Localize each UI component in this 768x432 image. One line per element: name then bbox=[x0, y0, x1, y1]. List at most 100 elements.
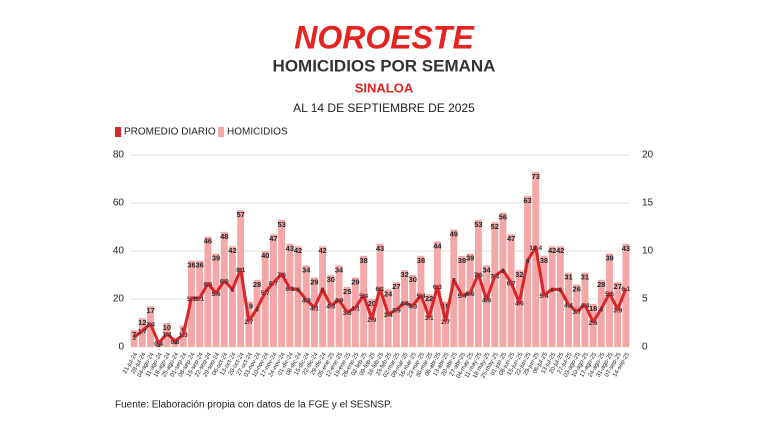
bar bbox=[442, 301, 450, 347]
line-value-label: 7.6 bbox=[474, 272, 483, 279]
y2-tick-label: 15 bbox=[642, 198, 654, 209]
line-value-label: 4.3 bbox=[326, 303, 335, 310]
bar bbox=[392, 282, 400, 347]
line-value-label: 1 bbox=[132, 335, 136, 342]
line-value-label: 4.9 bbox=[482, 298, 491, 305]
bar-value-label: 36 bbox=[187, 261, 195, 270]
bar-value-label: 17 bbox=[146, 306, 154, 315]
bar-value-label: 24 bbox=[384, 289, 393, 298]
bar bbox=[130, 330, 138, 347]
y2-tick-label: 10 bbox=[642, 246, 654, 257]
line-value-label: 5.1 bbox=[187, 296, 196, 303]
bar-value-label: 29 bbox=[310, 277, 318, 286]
bar-value-label: 26 bbox=[573, 285, 581, 294]
bar bbox=[622, 243, 630, 347]
line-value-label: 2.9 bbox=[367, 317, 376, 324]
line-value-label: 2.7 bbox=[441, 319, 450, 326]
line-value-label: 0.6 bbox=[171, 339, 180, 346]
date-note: AL 14 DE SEPTIEMBRE DE 2025 bbox=[293, 101, 475, 115]
line-value-label: 6.3 bbox=[433, 284, 442, 291]
line-value-label: 5.6 bbox=[605, 291, 614, 298]
bar-value-label: 39 bbox=[466, 253, 474, 262]
line-value-label: 4.9 bbox=[334, 298, 343, 305]
line-value-label: 4.4 bbox=[580, 302, 589, 309]
bar-value-label: 34 bbox=[482, 265, 491, 274]
bar bbox=[474, 219, 482, 347]
line-value-label: 10.4 bbox=[529, 245, 542, 252]
line-value-label: 2.6 bbox=[589, 320, 598, 327]
line-value-label: 2.4 bbox=[146, 322, 155, 329]
line-value-label: 5.6 bbox=[212, 291, 221, 298]
bar bbox=[433, 241, 441, 347]
line-value-label: 7.6 bbox=[277, 272, 286, 279]
bar bbox=[540, 255, 548, 347]
bar bbox=[573, 284, 581, 347]
bar-value-label: 73 bbox=[532, 172, 540, 181]
bar-value-label: 31 bbox=[564, 273, 572, 282]
source-note: Fuente: Elaboración propia con datos de … bbox=[115, 400, 392, 411]
y-tick-label: 60 bbox=[113, 198, 125, 209]
bar bbox=[368, 299, 376, 347]
line-value-label: 1.4 bbox=[162, 331, 171, 338]
line-value-label: 3.9 bbox=[613, 307, 622, 314]
line-value-label: 8.1 bbox=[236, 267, 245, 274]
bar bbox=[245, 301, 253, 347]
bar bbox=[589, 303, 597, 347]
bar bbox=[196, 260, 204, 347]
y-tick-label: 40 bbox=[113, 246, 125, 257]
bar-value-label: 32 bbox=[515, 270, 523, 279]
line-value-label: 4 bbox=[255, 306, 259, 313]
line-value-label: 3.7 bbox=[572, 309, 581, 316]
bar-value-label: 43 bbox=[376, 244, 384, 253]
bar bbox=[507, 234, 515, 347]
bar bbox=[376, 243, 384, 347]
bar bbox=[351, 277, 359, 347]
bar bbox=[515, 270, 523, 347]
bar-value-label: 38 bbox=[458, 256, 466, 265]
bar bbox=[384, 289, 392, 347]
bar-value-label: 56 bbox=[499, 213, 507, 222]
legend-label: HOMICIDIOS bbox=[227, 127, 288, 138]
bar bbox=[491, 222, 499, 347]
bar bbox=[548, 246, 556, 347]
bar-value-label: 43 bbox=[622, 244, 630, 253]
line-value-label: 3.4 bbox=[384, 312, 393, 319]
line-value-label: 6.1 bbox=[285, 286, 294, 293]
bar-value-label: 18 bbox=[589, 304, 597, 313]
line-value-label: 4 bbox=[599, 306, 603, 313]
line-value-label: 7.4 bbox=[490, 274, 499, 281]
line-value-label: 0.4 bbox=[154, 341, 163, 348]
line-value-label: 4.1 bbox=[310, 305, 319, 312]
line-value-label: 9 bbox=[526, 258, 530, 265]
bar bbox=[229, 246, 236, 347]
y2-tick-label: 20 bbox=[642, 150, 654, 161]
bar-value-label: 25 bbox=[343, 287, 351, 296]
bar-value-label: 29 bbox=[351, 277, 359, 286]
bar-value-label: 57 bbox=[236, 210, 244, 219]
line-value-label: 4.4 bbox=[564, 302, 573, 309]
bar-value-label: 19 bbox=[245, 301, 253, 310]
bar bbox=[450, 229, 458, 347]
bar bbox=[606, 253, 613, 347]
line-value-label: 4.9 bbox=[302, 298, 311, 305]
line-value-label: 6.1 bbox=[375, 286, 384, 293]
bar bbox=[253, 279, 261, 347]
bar-value-label: 46 bbox=[204, 237, 212, 246]
line-value-label: 1.7 bbox=[138, 328, 147, 335]
line-value-label: 5.4 bbox=[539, 293, 548, 300]
line-value-label: 5.4 bbox=[457, 293, 466, 300]
line-value-label: 4.6 bbox=[515, 301, 524, 308]
bar-value-label: 7 bbox=[132, 330, 136, 339]
bar bbox=[327, 275, 335, 347]
line-value-label: 6.7 bbox=[269, 280, 278, 287]
bar-value-label: 47 bbox=[269, 234, 277, 243]
bar-value-label: 38 bbox=[359, 256, 367, 265]
bar-value-label: 28 bbox=[597, 280, 605, 289]
bar-value-label: 12 bbox=[138, 318, 146, 327]
bar bbox=[220, 231, 228, 347]
bar bbox=[532, 171, 540, 347]
line-value-label: 5.1 bbox=[195, 296, 204, 303]
bar-value-label: 42 bbox=[228, 246, 236, 255]
line-value-label: 6.1 bbox=[621, 286, 630, 293]
